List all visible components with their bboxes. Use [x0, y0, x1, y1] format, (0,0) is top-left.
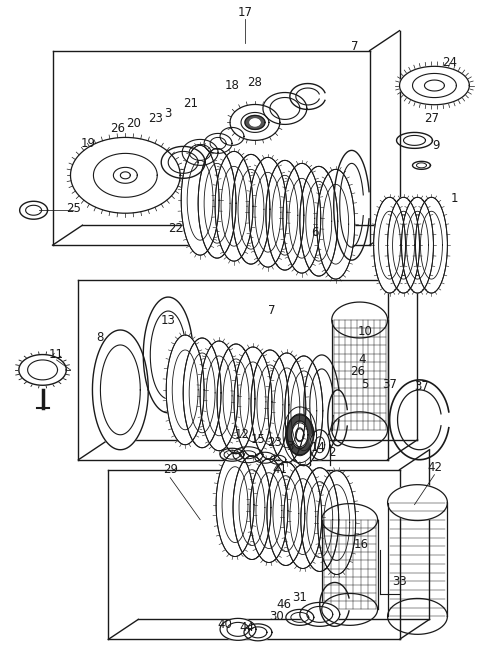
Polygon shape	[200, 341, 238, 451]
Polygon shape	[387, 485, 447, 521]
Polygon shape	[387, 197, 420, 293]
Polygon shape	[310, 430, 330, 460]
Polygon shape	[332, 302, 387, 338]
Text: 4: 4	[358, 354, 365, 366]
Text: 26: 26	[110, 122, 125, 135]
Polygon shape	[292, 422, 308, 447]
Polygon shape	[19, 354, 66, 385]
Polygon shape	[373, 197, 406, 293]
Text: 11: 11	[49, 348, 64, 362]
Text: 7: 7	[268, 303, 276, 316]
Polygon shape	[220, 128, 244, 145]
Text: 37: 37	[414, 381, 429, 394]
Text: 20: 20	[126, 117, 141, 130]
Polygon shape	[399, 66, 469, 105]
Text: 2: 2	[328, 446, 336, 459]
Polygon shape	[266, 160, 304, 270]
Text: 17: 17	[238, 6, 252, 19]
Polygon shape	[93, 330, 148, 450]
Polygon shape	[244, 624, 272, 641]
Polygon shape	[300, 603, 340, 626]
Polygon shape	[204, 134, 232, 153]
Text: 26: 26	[350, 365, 365, 379]
Text: 33: 33	[392, 575, 407, 588]
Text: 1: 1	[451, 192, 458, 205]
Text: 9: 9	[432, 139, 440, 152]
Text: 12: 12	[235, 428, 250, 441]
Text: 23: 23	[148, 112, 163, 125]
Text: 8: 8	[96, 331, 104, 345]
Text: 22: 22	[168, 221, 183, 234]
Polygon shape	[268, 353, 306, 462]
Polygon shape	[232, 155, 270, 264]
Text: 6: 6	[311, 226, 319, 238]
Polygon shape	[71, 138, 180, 214]
Text: 44: 44	[240, 621, 254, 634]
Polygon shape	[251, 350, 289, 460]
Text: 27: 27	[424, 112, 439, 125]
Polygon shape	[250, 458, 288, 563]
Text: 3: 3	[286, 440, 294, 453]
Polygon shape	[234, 347, 272, 457]
Polygon shape	[217, 344, 255, 454]
Text: 3: 3	[165, 107, 172, 120]
Polygon shape	[198, 149, 236, 258]
Text: 23: 23	[267, 436, 282, 449]
Text: 10: 10	[357, 326, 372, 339]
Polygon shape	[216, 453, 254, 557]
Text: 30: 30	[269, 610, 284, 623]
Polygon shape	[245, 115, 265, 130]
Text: 28: 28	[248, 76, 263, 89]
Polygon shape	[183, 338, 221, 448]
Polygon shape	[249, 157, 287, 267]
Polygon shape	[267, 462, 305, 565]
Polygon shape	[322, 504, 378, 536]
Polygon shape	[402, 197, 433, 293]
Text: 40: 40	[217, 618, 232, 631]
Polygon shape	[233, 456, 271, 559]
Text: 37: 37	[382, 379, 397, 392]
Polygon shape	[215, 151, 253, 261]
Text: 15: 15	[251, 433, 265, 446]
Polygon shape	[300, 166, 338, 276]
Text: 16: 16	[354, 538, 369, 551]
Polygon shape	[233, 447, 263, 462]
Polygon shape	[317, 170, 355, 279]
Text: 21: 21	[183, 97, 198, 110]
Polygon shape	[182, 140, 218, 165]
Text: 24: 24	[442, 56, 457, 69]
Polygon shape	[318, 471, 356, 574]
Text: 46: 46	[276, 598, 291, 611]
Text: 29: 29	[163, 463, 178, 476]
Polygon shape	[230, 105, 280, 140]
Text: 19: 19	[81, 137, 96, 150]
Text: 7: 7	[351, 40, 359, 53]
Text: 14: 14	[310, 441, 325, 455]
Polygon shape	[283, 163, 321, 273]
Text: 25: 25	[66, 202, 81, 215]
Polygon shape	[220, 618, 256, 641]
Polygon shape	[166, 335, 204, 445]
Polygon shape	[263, 92, 307, 124]
Polygon shape	[284, 464, 322, 569]
Polygon shape	[250, 119, 260, 126]
Text: 41: 41	[272, 463, 288, 476]
Polygon shape	[181, 145, 219, 255]
Text: 42: 42	[427, 461, 442, 474]
Polygon shape	[286, 415, 314, 455]
Text: 13: 13	[161, 314, 176, 326]
Polygon shape	[255, 452, 275, 463]
Polygon shape	[416, 197, 447, 293]
Polygon shape	[301, 468, 339, 571]
Text: 31: 31	[292, 591, 307, 604]
Text: 18: 18	[225, 79, 240, 92]
Polygon shape	[285, 356, 323, 466]
Text: 5: 5	[361, 379, 368, 392]
